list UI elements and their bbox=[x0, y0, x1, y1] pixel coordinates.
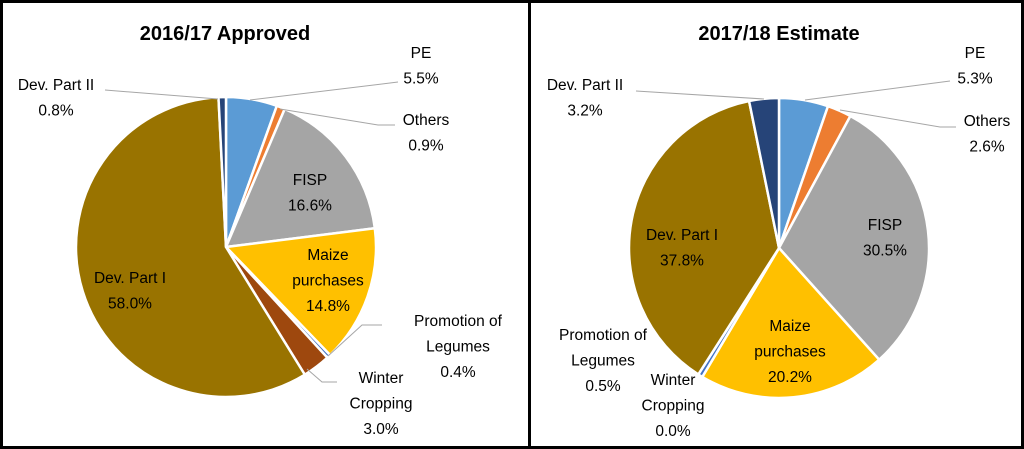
data-label: FISP 16.6% bbox=[288, 172, 332, 215]
data-label-category: Promotion of bbox=[414, 313, 503, 330]
data-label-category: Legumes bbox=[426, 339, 490, 356]
data-label-value: 3.0% bbox=[363, 421, 399, 438]
data-label-category: Dev. Part I bbox=[646, 227, 718, 244]
data-label-category: purchases bbox=[754, 344, 826, 361]
data-label: FISP 30.5% bbox=[863, 217, 907, 260]
data-label-category: Others bbox=[403, 112, 450, 129]
data-label: Dev. Part II 0.8% bbox=[18, 77, 94, 120]
leader-line bbox=[839, 109, 956, 128]
data-label-category: Dev. Part II bbox=[547, 77, 623, 94]
pie-slice-maize-purchases bbox=[701, 246, 881, 400]
pie-chart-1: 2016/17 Approved PE 5.5% Others 0.9% FISP 16.6… bbox=[18, 23, 503, 438]
data-label-value: 58.0% bbox=[108, 296, 152, 313]
data-label: PE 5.5% bbox=[403, 45, 439, 88]
pie-slice-dev-part-i bbox=[627, 99, 781, 376]
data-label-value: 37.8% bbox=[660, 253, 704, 270]
leader-line bbox=[279, 108, 395, 126]
chart-title: 2017/18 Estimate bbox=[698, 23, 859, 45]
data-label: Dev. Part I 37.8% bbox=[646, 227, 718, 270]
data-label: Winter Cropping 0.0% bbox=[642, 372, 705, 440]
data-label-value: 20.2% bbox=[768, 369, 812, 386]
data-label-value: 5.5% bbox=[403, 71, 439, 88]
data-label-category: Others bbox=[964, 113, 1011, 130]
data-label-value: 2.6% bbox=[969, 139, 1005, 156]
data-label: Maize purchases 20.2% bbox=[754, 318, 826, 386]
data-label-value: 0.4% bbox=[440, 364, 476, 381]
data-label: Maize purchases 14.8% bbox=[292, 247, 364, 315]
data-label: Promotion of Legumes 0.5% bbox=[559, 327, 648, 395]
data-label-category: PE bbox=[411, 45, 432, 62]
data-label-value: 5.3% bbox=[957, 71, 993, 88]
data-label: Others 0.9% bbox=[403, 112, 450, 155]
data-label-category: Promotion of bbox=[559, 327, 648, 344]
leader-line bbox=[306, 368, 337, 383]
data-label-value: 3.2% bbox=[567, 103, 603, 120]
data-label-value: 14.8% bbox=[306, 298, 350, 315]
data-label-category: Dev. Part I bbox=[94, 270, 166, 287]
data-label-category: Winter bbox=[651, 372, 696, 389]
data-label-category: FISP bbox=[868, 217, 902, 234]
pie-slice-fisp bbox=[777, 114, 931, 361]
data-label-category: PE bbox=[965, 45, 986, 62]
leader-line bbox=[249, 81, 399, 101]
pie-slice-fisp bbox=[224, 107, 377, 249]
data-label: Winter Cropping 3.0% bbox=[350, 370, 413, 438]
panel-divider bbox=[528, 0, 531, 449]
data-label-category: Maize bbox=[307, 247, 348, 264]
data-label-category: Maize bbox=[769, 318, 810, 335]
pie-slice-dev-part-ii bbox=[217, 95, 228, 249]
data-label: Dev. Part I 58.0% bbox=[94, 270, 166, 313]
data-label-category: FISP bbox=[293, 172, 327, 189]
data-label-value: 0.8% bbox=[38, 103, 74, 120]
leader-line bbox=[327, 324, 382, 357]
data-label: Promotion of Legumes 0.4% bbox=[414, 313, 503, 381]
data-label: PE 5.3% bbox=[957, 45, 993, 88]
data-label-category: Legumes bbox=[571, 353, 635, 370]
data-label-value: 0.9% bbox=[408, 138, 444, 155]
data-label-category: purchases bbox=[292, 273, 364, 290]
leader-line bbox=[804, 80, 951, 101]
data-label-value: 0.0% bbox=[655, 423, 691, 440]
data-label-value: 0.5% bbox=[585, 378, 621, 395]
leader-line bbox=[104, 89, 219, 100]
pie-chart-2: 2017/18 Estimate PE 5.3% Others 2.6% FISP 30.5… bbox=[547, 23, 1011, 440]
data-label: Others 2.6% bbox=[964, 113, 1011, 156]
data-label-value: 16.6% bbox=[288, 198, 332, 215]
data-label-category: Winter bbox=[359, 370, 404, 387]
leader-line bbox=[635, 90, 765, 100]
data-label: Dev. Part II 3.2% bbox=[547, 77, 623, 120]
data-label-category: Cropping bbox=[350, 396, 413, 413]
data-label-category: Dev. Part II bbox=[18, 77, 94, 94]
data-label-value: 30.5% bbox=[863, 243, 907, 260]
data-label-category: Cropping bbox=[642, 398, 705, 415]
chart-title: 2016/17 Approved bbox=[140, 23, 310, 45]
pie-slice-dev-part-i bbox=[74, 95, 307, 399]
